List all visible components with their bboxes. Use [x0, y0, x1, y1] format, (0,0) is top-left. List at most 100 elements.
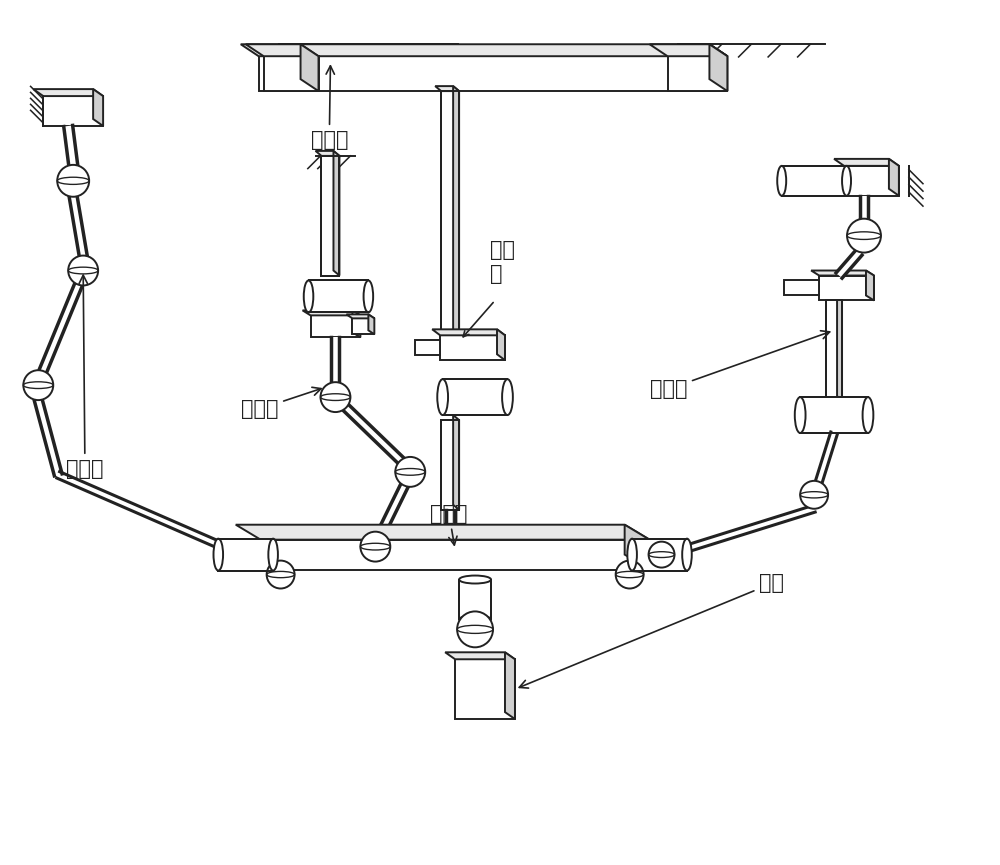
Polygon shape — [866, 271, 874, 300]
Ellipse shape — [627, 539, 637, 571]
Polygon shape — [311, 316, 360, 337]
Polygon shape — [834, 159, 899, 166]
Polygon shape — [782, 166, 847, 195]
Polygon shape — [432, 330, 505, 336]
Polygon shape — [218, 539, 273, 571]
Polygon shape — [352, 318, 374, 334]
Circle shape — [23, 370, 53, 400]
Polygon shape — [459, 580, 491, 619]
Polygon shape — [93, 89, 103, 126]
Polygon shape — [837, 297, 842, 400]
Ellipse shape — [795, 397, 806, 433]
Polygon shape — [57, 471, 277, 573]
Polygon shape — [453, 415, 459, 509]
Ellipse shape — [777, 166, 786, 195]
Text: 支链三: 支链三 — [650, 330, 830, 399]
Circle shape — [321, 382, 350, 412]
Polygon shape — [446, 509, 455, 545]
Polygon shape — [497, 330, 505, 360]
Polygon shape — [819, 276, 874, 300]
Polygon shape — [836, 250, 862, 279]
Circle shape — [68, 255, 98, 285]
Polygon shape — [333, 151, 339, 276]
Polygon shape — [826, 300, 842, 400]
Ellipse shape — [437, 379, 448, 415]
Polygon shape — [619, 505, 815, 573]
Circle shape — [267, 561, 295, 588]
Polygon shape — [346, 314, 374, 318]
Polygon shape — [69, 196, 87, 256]
Polygon shape — [331, 337, 339, 382]
Text: 末端: 末端 — [519, 573, 784, 688]
Text: 定平台: 定平台 — [311, 66, 348, 150]
Ellipse shape — [213, 539, 223, 571]
Polygon shape — [443, 379, 507, 415]
Ellipse shape — [502, 379, 513, 415]
Text: 动平台: 动平台 — [430, 503, 468, 545]
Polygon shape — [64, 125, 78, 165]
Polygon shape — [435, 86, 459, 91]
Polygon shape — [40, 284, 82, 372]
Polygon shape — [889, 159, 899, 195]
Polygon shape — [441, 420, 459, 509]
Text: 支链二: 支链二 — [241, 388, 321, 419]
Ellipse shape — [268, 539, 278, 571]
Polygon shape — [453, 86, 459, 336]
Polygon shape — [625, 525, 650, 569]
Polygon shape — [241, 44, 727, 56]
Ellipse shape — [304, 280, 313, 312]
Polygon shape — [860, 195, 868, 219]
Polygon shape — [261, 540, 650, 569]
Circle shape — [616, 561, 644, 588]
Circle shape — [457, 612, 493, 647]
Polygon shape — [811, 271, 874, 276]
Polygon shape — [43, 96, 103, 126]
Polygon shape — [668, 56, 727, 91]
Polygon shape — [650, 44, 727, 56]
Text: 四: 四 — [490, 265, 503, 285]
Ellipse shape — [842, 166, 851, 195]
Ellipse shape — [682, 539, 692, 571]
Ellipse shape — [364, 280, 373, 312]
Polygon shape — [368, 314, 374, 334]
Polygon shape — [352, 311, 360, 337]
Polygon shape — [632, 539, 687, 571]
Polygon shape — [441, 91, 459, 336]
Polygon shape — [264, 56, 319, 91]
Polygon shape — [816, 432, 837, 482]
Polygon shape — [415, 340, 440, 356]
Polygon shape — [505, 652, 515, 719]
Polygon shape — [301, 44, 319, 91]
Polygon shape — [259, 56, 727, 91]
Circle shape — [57, 165, 89, 196]
Polygon shape — [290, 536, 376, 565]
Circle shape — [395, 457, 425, 487]
Circle shape — [649, 541, 675, 567]
Polygon shape — [236, 525, 650, 540]
Circle shape — [847, 219, 881, 253]
Ellipse shape — [459, 575, 491, 584]
Ellipse shape — [863, 397, 873, 433]
Polygon shape — [33, 89, 103, 96]
Circle shape — [360, 532, 390, 561]
Polygon shape — [316, 151, 339, 156]
Polygon shape — [303, 311, 360, 316]
Polygon shape — [784, 280, 819, 296]
Polygon shape — [377, 482, 409, 536]
Polygon shape — [440, 336, 505, 360]
Circle shape — [800, 481, 828, 509]
Polygon shape — [455, 659, 515, 719]
Polygon shape — [844, 166, 899, 195]
Polygon shape — [709, 44, 727, 91]
Polygon shape — [800, 397, 868, 433]
Text: 支链一: 支链一 — [66, 275, 104, 479]
Polygon shape — [709, 44, 727, 91]
Text: 支链: 支链 — [490, 240, 515, 260]
Polygon shape — [246, 44, 319, 56]
Polygon shape — [309, 280, 368, 312]
Ellipse shape — [459, 615, 491, 624]
Polygon shape — [445, 652, 515, 659]
Polygon shape — [321, 156, 339, 276]
Polygon shape — [343, 404, 405, 465]
Polygon shape — [34, 399, 62, 476]
